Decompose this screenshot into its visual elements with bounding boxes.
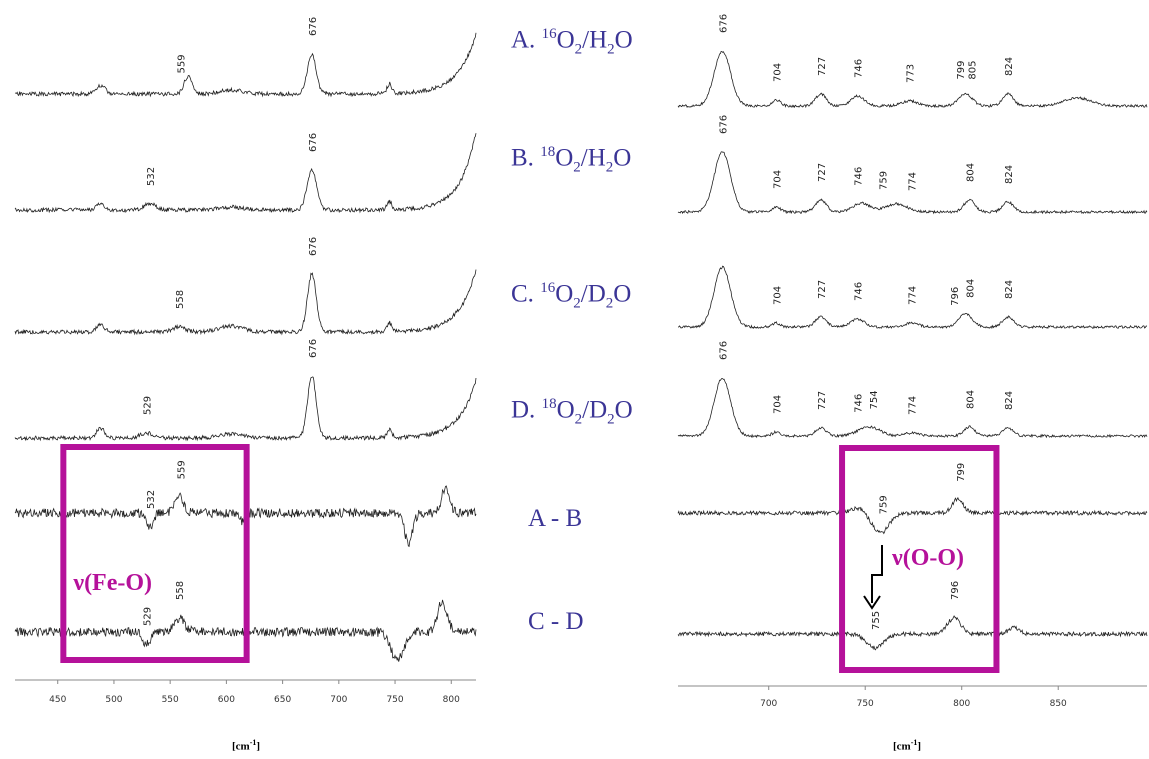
spectrum-trace-6	[677, 615, 1148, 651]
spectrum-trace-2	[677, 151, 1148, 215]
peak-label-824: 824	[1004, 391, 1015, 410]
peak-label-676: 676	[308, 237, 319, 256]
peak-label-796: 796	[950, 287, 961, 306]
difference-label-c-minus-d: C - D	[528, 608, 584, 635]
peak-label-759: 759	[879, 495, 890, 514]
peak-label-746: 746	[854, 167, 865, 186]
peak-label-676: 676	[308, 133, 319, 152]
highlight-label: ν(Fe-O)	[72, 570, 152, 596]
peak-label-532: 532	[146, 167, 157, 186]
x-tick-label-800: 800	[953, 699, 970, 709]
peak-label-676: 676	[718, 115, 729, 134]
spectrum-trace-2	[14, 133, 477, 214]
peak-label-746: 746	[854, 282, 865, 301]
peak-label-676: 676	[308, 17, 319, 36]
spectrum-label-b: B. 18O2/H2O	[511, 144, 632, 176]
peak-label-727: 727	[817, 280, 828, 299]
peak-label-558: 558	[175, 290, 186, 309]
peak-label-759: 759	[879, 171, 890, 190]
peak-label-676: 676	[718, 14, 729, 33]
peak-label-532: 532	[146, 490, 157, 509]
shift-arrow-head	[863, 595, 881, 610]
spectrum-trace-5	[677, 496, 1148, 535]
x-tick-label-550: 550	[162, 695, 179, 705]
x-tick-label-600: 600	[218, 695, 235, 705]
peak-label-559: 559	[176, 54, 187, 73]
peak-label-704: 704	[772, 63, 783, 82]
left-panel-fe-o-region: 559 676 532 676 558 676 529 676 532 559 529 558 450 5…	[14, 17, 477, 705]
spectrum-trace-1	[677, 51, 1148, 109]
peak-label-704: 704	[772, 170, 783, 189]
peak-label-529: 529	[143, 607, 154, 626]
spectrum-trace-4	[14, 376, 477, 442]
highlight-box	[839, 445, 1000, 673]
spectrum-label-d: D. 18O2/D2O	[511, 396, 633, 428]
peak-label-774: 774	[908, 286, 919, 305]
peak-label-799: 799	[956, 463, 967, 482]
peak-label-704: 704	[772, 286, 783, 305]
peak-label-824: 824	[1004, 165, 1015, 184]
peak-label-746: 746	[854, 394, 865, 413]
peak-label-824: 824	[1004, 57, 1015, 76]
spectrum-label-a: A. 16O2/H2O	[511, 26, 633, 58]
peak-label-727: 727	[817, 163, 828, 182]
spectrum-trace-4	[677, 377, 1148, 439]
peak-label-727: 727	[817, 57, 828, 76]
x-tick-label-650: 650	[274, 695, 291, 705]
peak-label-804: 804	[965, 279, 976, 298]
peak-label-559: 559	[176, 460, 187, 479]
spectrum-label-c: C. 16O2/D2O	[511, 280, 632, 312]
spectrum-trace-3	[678, 265, 1148, 330]
peak-label-773: 773	[906, 64, 917, 83]
peak-label-804: 804	[965, 163, 976, 182]
peak-label-727: 727	[817, 391, 828, 410]
spectrum-trace-1	[14, 32, 477, 98]
x-tick-label-700: 700	[760, 699, 777, 709]
peak-label-774: 774	[908, 172, 919, 191]
x-tick-label-450: 450	[49, 695, 66, 705]
peak-label-799: 799	[956, 61, 967, 80]
highlight-label: ν(O-O)	[891, 545, 964, 571]
peak-label-774: 774	[908, 396, 919, 415]
peak-label-755: 755	[871, 611, 882, 630]
peak-label-746: 746	[854, 59, 865, 78]
peak-label-704: 704	[772, 395, 783, 414]
peak-label-558: 558	[175, 581, 186, 600]
x-tick-label-500: 500	[105, 695, 122, 705]
highlight-box	[60, 444, 250, 663]
peak-label-804: 804	[965, 390, 976, 409]
x-axis-unit-right: [cm-1]	[893, 738, 922, 753]
x-tick-label-750: 750	[386, 695, 403, 705]
peak-label-796: 796	[950, 581, 961, 600]
x-axis-unit-left: [cm-1]	[232, 738, 261, 753]
peak-label-824: 824	[1004, 280, 1015, 299]
peak-label-529: 529	[143, 396, 154, 415]
peak-label-676: 676	[718, 341, 729, 360]
x-tick-label-800: 800	[443, 695, 460, 705]
peak-label-805: 805	[967, 61, 978, 80]
spectrum-trace-3	[14, 269, 477, 336]
shift-arrow-line	[871, 545, 883, 603]
x-tick-label-750: 750	[857, 699, 874, 709]
peak-label-676: 676	[308, 339, 319, 358]
difference-label-a-minus-b: A - B	[528, 505, 583, 532]
x-tick-label-700: 700	[330, 695, 347, 705]
peak-label-754: 754	[869, 390, 880, 409]
x-tick-label-850: 850	[1050, 699, 1067, 709]
